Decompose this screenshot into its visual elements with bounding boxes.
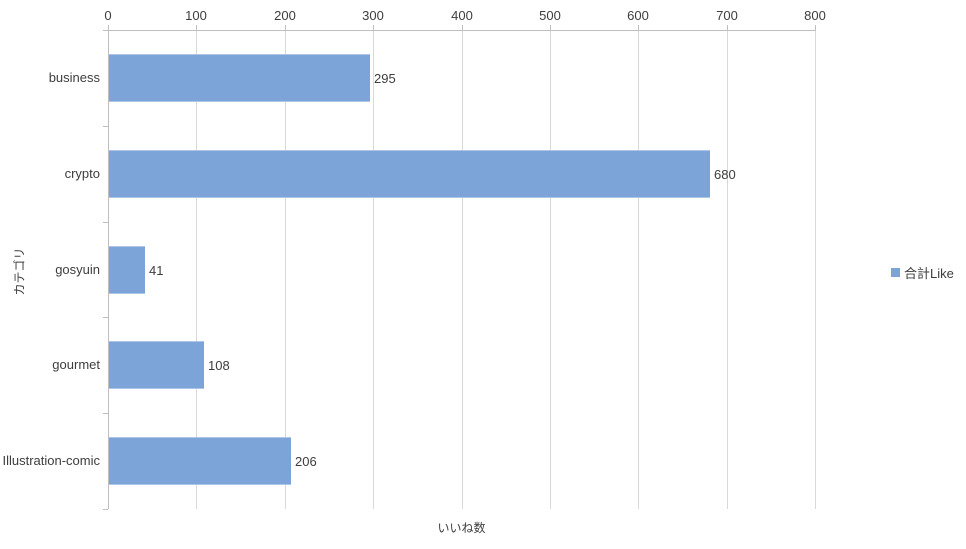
x-axis-tick <box>108 25 109 30</box>
bar[interactable] <box>109 246 145 294</box>
legend[interactable]: 合計Like <box>891 264 954 281</box>
category-label: crypto <box>64 166 100 181</box>
bar[interactable] <box>109 437 291 485</box>
x-tick-label: 200 <box>274 8 296 23</box>
x-tick-label: 100 <box>185 8 207 23</box>
y-axis-line <box>108 30 109 509</box>
x-axis-tick <box>815 25 816 30</box>
x-axis-tick <box>373 25 374 30</box>
x-tick-label: 600 <box>627 8 649 23</box>
x-tick-label: 700 <box>716 8 738 23</box>
category-label: gourmet <box>52 357 100 372</box>
gridline <box>638 30 639 509</box>
x-axis-tick <box>550 25 551 30</box>
bar-value-label: 680 <box>714 167 736 182</box>
y-axis-tick <box>103 126 108 127</box>
x-tick-label: 300 <box>362 8 384 23</box>
gridline <box>550 30 551 509</box>
x-tick-label: 500 <box>539 8 561 23</box>
bar[interactable] <box>109 150 710 198</box>
bar[interactable] <box>109 341 204 389</box>
bar[interactable] <box>109 54 370 102</box>
x-axis-tick <box>638 25 639 30</box>
category-label: business <box>48 70 100 85</box>
bar-value-label: 206 <box>295 454 317 469</box>
x-axis-tick <box>727 25 728 30</box>
y-axis-tick <box>103 317 108 318</box>
category-label: gosyuin <box>55 262 100 277</box>
y-axis-tick <box>103 30 108 31</box>
gridline <box>727 30 728 509</box>
y-axis-tick <box>103 222 108 223</box>
legend-label: 合計Like <box>904 265 954 281</box>
gridline <box>815 30 816 509</box>
gridline <box>196 30 197 509</box>
gridline <box>373 30 374 509</box>
y-axis-tick <box>103 413 108 414</box>
x-axis-tick <box>285 25 286 30</box>
legend-marker-icon <box>891 267 900 277</box>
x-tick-label: 800 <box>804 8 826 23</box>
x-axis-line <box>108 30 816 31</box>
x-axis-tick <box>196 25 197 30</box>
x-axis-tick <box>462 25 463 30</box>
category-label: Illustration-comic <box>2 453 100 468</box>
gridline <box>462 30 463 509</box>
x-tick-label: 400 <box>451 8 473 23</box>
gridline <box>285 30 286 509</box>
bar-value-label: 295 <box>374 71 396 86</box>
x-tick-label: 0 <box>104 8 112 23</box>
x-axis-title: いいね数 <box>437 521 486 535</box>
bar-value-label: 108 <box>208 358 230 373</box>
y-axis-tick <box>103 509 108 510</box>
bar-value-label: 41 <box>149 263 164 278</box>
